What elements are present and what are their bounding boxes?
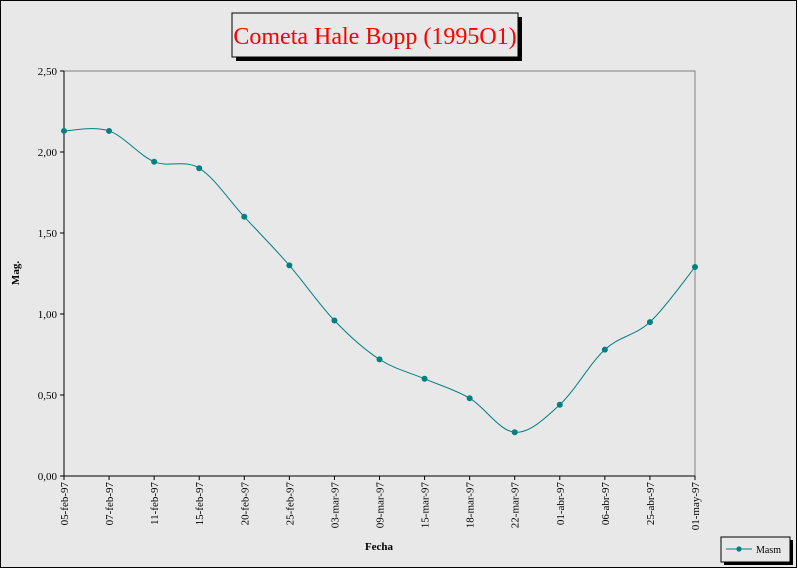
data-point: [692, 264, 698, 271]
data-point: [106, 127, 113, 134]
x-tick-label: 09-mar-97: [375, 482, 387, 529]
data-point: [286, 262, 293, 269]
data-point: [331, 317, 338, 324]
data-point: [466, 395, 473, 402]
x-tick-label: 06-abr-97: [600, 482, 612, 526]
data-point: [241, 213, 248, 220]
y-tick-label: 1,50: [38, 228, 58, 240]
x-tick-label: 18-mar-97: [465, 482, 477, 529]
x-tick-label: 15-mar-97: [420, 482, 432, 529]
data-point: [646, 319, 653, 326]
x-tick-label: 22-mar-97: [510, 482, 522, 529]
plot-area: [63, 70, 696, 477]
y-tick-label: 0,50: [38, 390, 58, 402]
legend: Masm: [720, 536, 793, 565]
x-tick-label: 07-feb-97: [104, 482, 116, 526]
title-box: Cometa Hale Bopp (1995O1): [231, 12, 522, 61]
x-ticks: 05-feb-97 07-feb-97 11-feb-97 15-feb-97 20-f…: [59, 476, 702, 530]
title-frame: [231, 12, 519, 58]
x-tick-label: 05-feb-97: [59, 482, 71, 526]
x-tick-label: 01-abr-97: [555, 482, 567, 526]
x-tick-label: 11-feb-97: [149, 482, 161, 525]
x-tick-label: 15-feb-97: [194, 482, 206, 526]
x-tick-label: 20-feb-97: [239, 482, 251, 526]
data-point: [196, 165, 203, 172]
chart-title: Cometa Hale Bopp (1995O1): [233, 24, 516, 50]
x-axis-label: Fecha: [365, 541, 394, 553]
data-point: [61, 127, 67, 134]
data-point: [601, 346, 608, 353]
x-tick-label: 01-may-97: [690, 482, 702, 531]
data-point: [151, 158, 158, 165]
y-tick-label: 2,00: [38, 147, 58, 159]
legend-marker: [736, 546, 742, 552]
data-point: [376, 356, 383, 363]
data-point: [421, 375, 428, 382]
y-tick-label: 2,50: [38, 66, 58, 78]
x-tick-label: 25-abr-97: [645, 482, 657, 526]
series-layer: [61, 127, 698, 436]
y-tick-label: 0,00: [38, 471, 58, 483]
legend-label: Masm: [756, 545, 781, 556]
y-axis-label: Mag.: [10, 261, 22, 285]
x-tick-label: 25-feb-97: [284, 482, 296, 526]
y-tick-label: 1,00: [38, 309, 58, 321]
data-point: [556, 401, 563, 408]
y-ticks: 0,00 0,50 1,00 1,50 2,00 2,50: [38, 66, 64, 483]
data-point: [511, 429, 518, 436]
x-tick-label: 03-mar-97: [329, 482, 341, 529]
